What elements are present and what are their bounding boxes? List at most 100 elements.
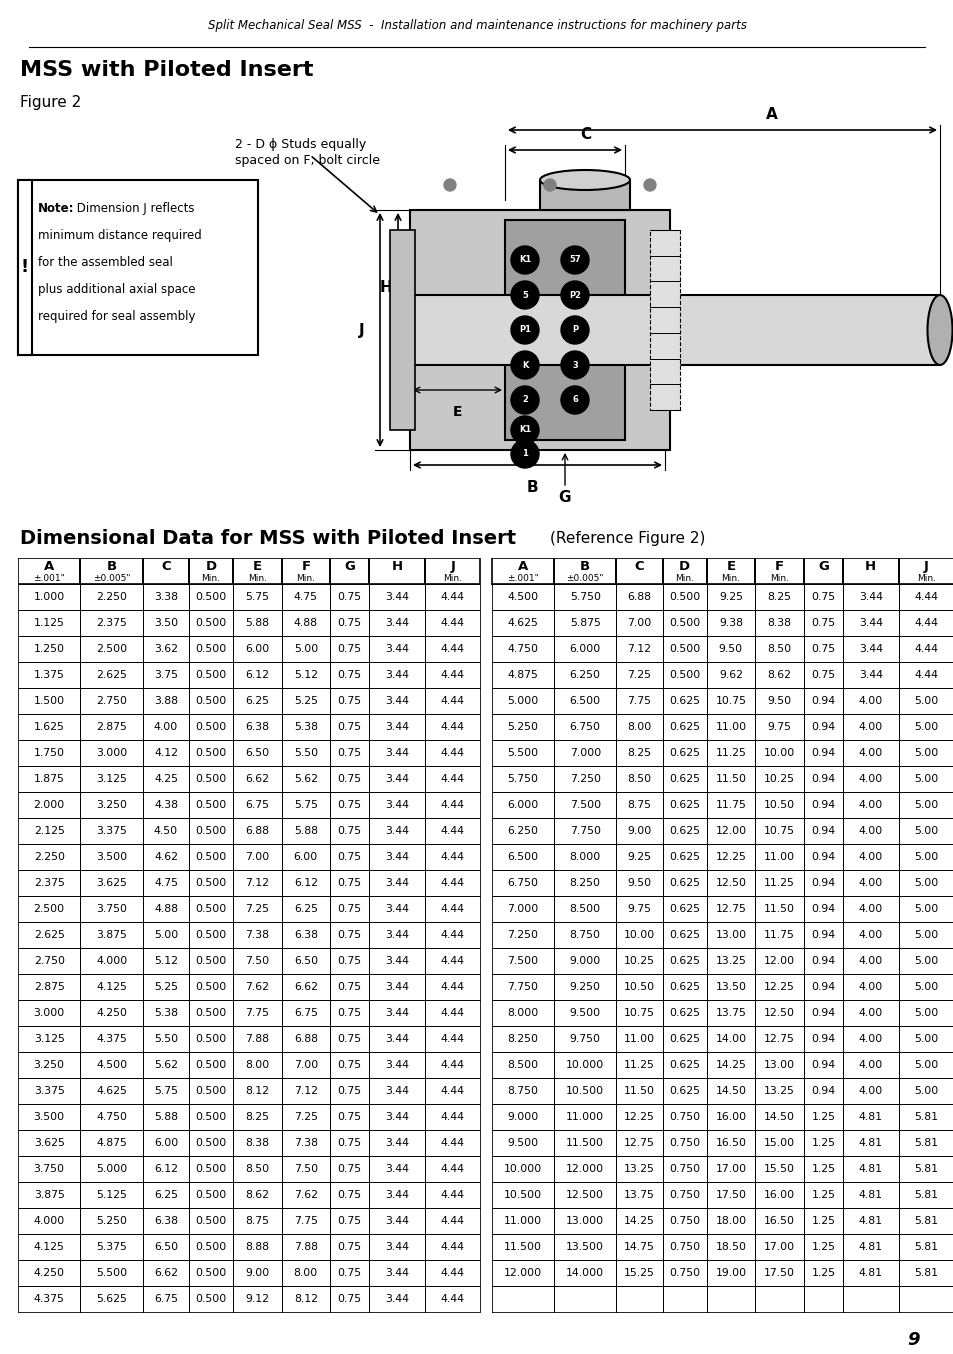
Text: 8.25: 8.25 — [766, 592, 791, 603]
Text: 0.75: 0.75 — [337, 1007, 361, 1018]
Text: 10.00: 10.00 — [623, 930, 655, 940]
Text: 4.625: 4.625 — [96, 1086, 127, 1095]
Text: 11.500: 11.500 — [566, 1137, 603, 1148]
Text: 0.94: 0.94 — [810, 852, 835, 862]
Text: 15.50: 15.50 — [763, 1164, 794, 1174]
Text: 0.500: 0.500 — [195, 826, 227, 835]
Text: 0.94: 0.94 — [810, 800, 835, 810]
Text: 0.500: 0.500 — [195, 930, 227, 940]
Circle shape — [511, 416, 538, 444]
Text: C: C — [161, 559, 171, 573]
Text: 1.750: 1.750 — [33, 747, 65, 758]
Text: 6.75: 6.75 — [294, 1007, 317, 1018]
Text: 3.875: 3.875 — [96, 930, 127, 940]
Text: ±.001": ±.001" — [33, 574, 65, 582]
Text: Min.: Min. — [675, 574, 694, 582]
Text: 5.12: 5.12 — [294, 670, 317, 680]
Text: 5.00: 5.00 — [913, 904, 938, 914]
Text: 1.000: 1.000 — [33, 592, 65, 603]
Text: 3.44: 3.44 — [385, 904, 409, 914]
Text: 5.00: 5.00 — [913, 1034, 938, 1044]
Text: 3.44: 3.44 — [858, 645, 882, 654]
Text: 11.50: 11.50 — [715, 774, 745, 784]
Text: 5.00: 5.00 — [913, 826, 938, 835]
Text: 0.625: 0.625 — [668, 696, 700, 705]
Text: 2.250: 2.250 — [96, 592, 127, 603]
Text: 3.44: 3.44 — [385, 1267, 409, 1278]
Text: 0.500: 0.500 — [195, 904, 227, 914]
Text: 10.500: 10.500 — [503, 1190, 541, 1200]
Text: 6.38: 6.38 — [153, 1216, 178, 1225]
Text: 12.000: 12.000 — [503, 1267, 541, 1278]
Text: 3.44: 3.44 — [385, 877, 409, 888]
Text: 3.500: 3.500 — [33, 1112, 65, 1122]
Text: 0.500: 0.500 — [668, 592, 700, 603]
Text: 4.000: 4.000 — [33, 1216, 65, 1225]
Text: 17.00: 17.00 — [715, 1164, 745, 1174]
Text: 16.00: 16.00 — [715, 1112, 745, 1122]
Text: 7.000: 7.000 — [569, 747, 600, 758]
Text: 6.50: 6.50 — [153, 1242, 178, 1252]
Text: 9.62: 9.62 — [719, 670, 742, 680]
Text: 3.44: 3.44 — [385, 722, 409, 733]
Text: 13.25: 13.25 — [623, 1164, 655, 1174]
Text: 3.44: 3.44 — [858, 592, 882, 603]
Text: 4.44: 4.44 — [440, 1007, 464, 1018]
Text: G: G — [558, 490, 571, 505]
Text: 0.750: 0.750 — [668, 1267, 700, 1278]
Text: 3.44: 3.44 — [385, 1112, 409, 1122]
Text: 8.12: 8.12 — [294, 1294, 317, 1304]
Text: 6.88: 6.88 — [245, 826, 269, 835]
Text: 0.75: 0.75 — [337, 930, 361, 940]
Text: 8.250: 8.250 — [507, 1034, 537, 1044]
Text: 4.00: 4.00 — [858, 1007, 882, 1018]
Text: 4.81: 4.81 — [858, 1137, 882, 1148]
Text: 0.500: 0.500 — [195, 1267, 227, 1278]
Text: 0.94: 0.94 — [810, 982, 835, 992]
Text: 0.500: 0.500 — [668, 670, 700, 680]
Text: Min.: Min. — [720, 574, 740, 582]
Text: B: B — [107, 559, 116, 573]
Circle shape — [511, 246, 538, 274]
Text: 8.50: 8.50 — [627, 774, 651, 784]
Text: 0.500: 0.500 — [195, 1007, 227, 1018]
Bar — [410, 210, 669, 450]
Text: 0.750: 0.750 — [668, 1242, 700, 1252]
Text: 3.44: 3.44 — [385, 1190, 409, 1200]
Text: 11.00: 11.00 — [763, 852, 794, 862]
Text: 10.500: 10.500 — [565, 1086, 603, 1095]
Text: 3.44: 3.44 — [858, 617, 882, 628]
Text: 9.75: 9.75 — [627, 904, 651, 914]
Text: 3.000: 3.000 — [33, 1007, 65, 1018]
Text: 0.625: 0.625 — [668, 852, 700, 862]
Text: 5.38: 5.38 — [294, 722, 317, 733]
Text: 0.75: 0.75 — [337, 645, 361, 654]
Text: 0.94: 0.94 — [810, 956, 835, 965]
Text: 0.94: 0.94 — [810, 696, 835, 705]
Text: 0.94: 0.94 — [810, 774, 835, 784]
Text: 4.125: 4.125 — [33, 1242, 65, 1252]
Text: 9: 9 — [906, 1331, 919, 1349]
Text: 0.75: 0.75 — [337, 1294, 361, 1304]
Text: 4.75: 4.75 — [294, 592, 317, 603]
Text: 5.81: 5.81 — [913, 1112, 937, 1122]
Text: 8.50: 8.50 — [245, 1164, 269, 1174]
Text: 0.500: 0.500 — [195, 747, 227, 758]
Text: 2.375: 2.375 — [33, 877, 65, 888]
Text: 4.44: 4.44 — [440, 1242, 464, 1252]
Text: E: E — [453, 405, 462, 418]
Text: 0.750: 0.750 — [668, 1137, 700, 1148]
Text: 4.250: 4.250 — [33, 1267, 65, 1278]
Text: K1: K1 — [518, 425, 531, 435]
Text: 4.81: 4.81 — [858, 1267, 882, 1278]
Text: 5.00: 5.00 — [913, 1086, 938, 1095]
Text: 5.500: 5.500 — [507, 747, 537, 758]
Text: 4.44: 4.44 — [440, 592, 464, 603]
Text: 4.500: 4.500 — [507, 592, 537, 603]
Text: for the assembled seal: for the assembled seal — [38, 256, 172, 269]
Text: 4.44: 4.44 — [913, 617, 937, 628]
Text: 4.00: 4.00 — [858, 747, 882, 758]
Text: 4.44: 4.44 — [440, 1086, 464, 1095]
Text: 57: 57 — [569, 256, 580, 264]
Text: 3.125: 3.125 — [96, 774, 127, 784]
